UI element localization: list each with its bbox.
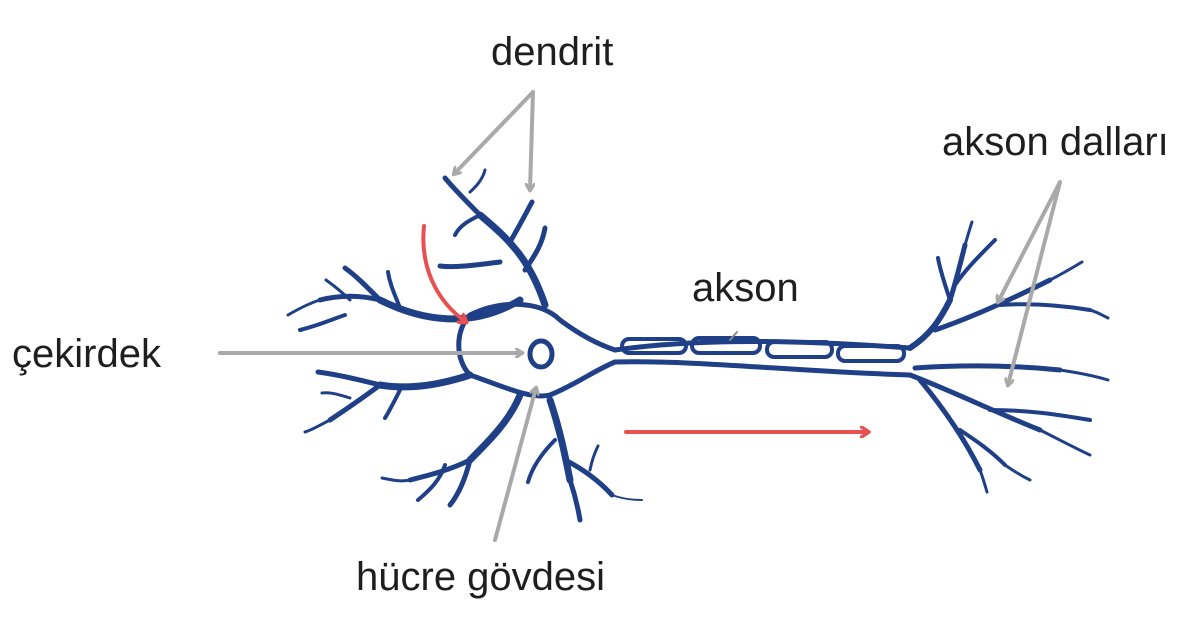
- myelin-segment: [620, 337, 688, 355]
- myelin-segment: [765, 340, 834, 359]
- cell-body-label: hücre gövdesi: [356, 555, 606, 599]
- axon-terminals-label: akson dalları: [942, 120, 1169, 164]
- myelin-segment: [836, 344, 906, 363]
- myelin-segment: [690, 336, 762, 355]
- axon-terminals: [907, 220, 1110, 494]
- signal-arrow-curved: [421, 224, 466, 322]
- terminal-pointer-upper: [998, 180, 1062, 302]
- axon-label: akson: [692, 266, 799, 310]
- dendrite-pointer-right: [530, 90, 533, 190]
- axon: [612, 331, 913, 378]
- signal-arrows: [421, 224, 868, 432]
- nucleus-label: çekirdek: [12, 332, 161, 376]
- nucleus: [527, 338, 555, 370]
- terminal-pointer-lower: [1008, 180, 1062, 385]
- pointer-arrows: [218, 90, 1062, 542]
- dendrite-label: dendrit: [491, 30, 614, 74]
- dendrites: [286, 168, 643, 523]
- cell-body-pointer: [493, 388, 536, 542]
- dendrite-pointer-left: [454, 90, 535, 174]
